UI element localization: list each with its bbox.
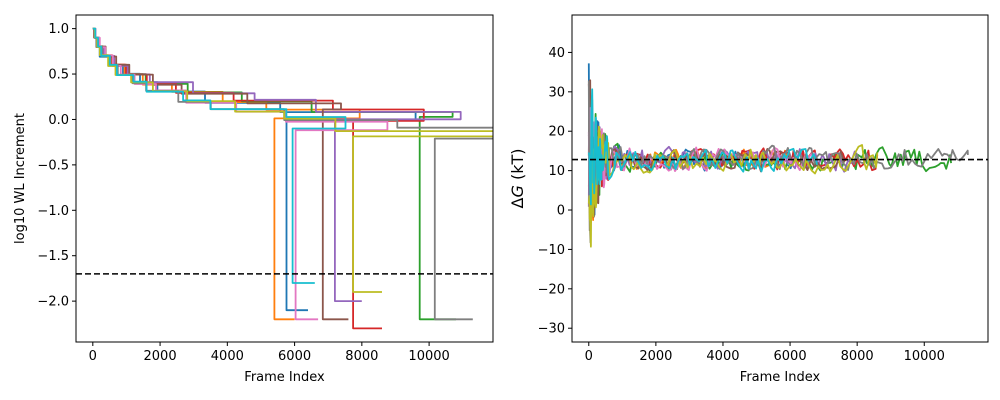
x-tick-label: 10000 (408, 349, 449, 364)
y-tick-label: −20 (538, 282, 565, 297)
y-tick-label: 40 (548, 46, 565, 61)
left-y-axis-label: log10 WL Increment (13, 113, 28, 244)
right-panel: 0 2000 4000 6000 8000 10000 −30 −20 −10 0 10 20 30 4… (508, 14, 989, 385)
y-tick-label: 10 (548, 164, 565, 179)
right-x-ticks: 0 2000 4000 6000 8000 10000 (585, 342, 945, 364)
x-tick-label: 0 (89, 349, 97, 364)
x-tick-label: 2000 (144, 349, 177, 364)
x-tick-label: 6000 (774, 349, 807, 364)
right-y-axis-label-suffix: (kT) (508, 149, 527, 186)
x-tick-label: 10000 (904, 349, 945, 364)
right-x-axis-label: Frame Index (740, 370, 821, 385)
y-tick-label: 30 (548, 85, 565, 100)
x-tick-label: 0 (585, 349, 593, 364)
left-panel: 0 2000 4000 6000 8000 10000 −2.0 −1.5 −1.0 −0.5 0… (13, 14, 494, 385)
y-tick-label: 0.5 (48, 68, 69, 83)
left-x-ticks: 0 2000 4000 6000 8000 10000 (89, 342, 450, 364)
right-y-axis-label-symbol: G (508, 185, 527, 197)
right-y-ticks: −30 −20 −10 0 10 20 30 40 (538, 46, 572, 337)
x-tick-label: 4000 (211, 349, 244, 364)
y-tick-label: 0 (557, 204, 565, 219)
right-y-axis-label-prefix: Δ (508, 197, 527, 208)
y-tick-label: −1.0 (37, 204, 69, 219)
y-tick-label: −1.5 (37, 249, 69, 264)
left-x-axis-label: Frame Index (244, 370, 325, 385)
x-tick-label: 4000 (706, 349, 739, 364)
left-y-ticks: −2.0 −1.5 −1.0 −0.5 0.0 0.5 1.0 (37, 22, 76, 310)
left-plot-frame (75, 14, 494, 343)
series-line (92, 27, 347, 284)
y-tick-label: 20 (548, 125, 565, 140)
x-tick-label: 6000 (278, 349, 311, 364)
right-y-axis-label: ΔG (kT) (508, 149, 527, 209)
x-tick-label: 8000 (345, 349, 378, 364)
left-series-group (92, 27, 493, 330)
x-tick-label: 2000 (639, 349, 672, 364)
series-line (587, 80, 969, 244)
y-tick-label: −0.5 (37, 158, 69, 173)
right-plot-frame (571, 14, 989, 343)
y-tick-label: −2.0 (37, 295, 69, 310)
y-tick-label: 0.0 (48, 113, 69, 128)
x-tick-label: 8000 (841, 349, 874, 364)
y-tick-label: 1.0 (48, 22, 69, 37)
y-tick-label: −10 (538, 243, 565, 258)
y-tick-label: −30 (538, 322, 565, 337)
